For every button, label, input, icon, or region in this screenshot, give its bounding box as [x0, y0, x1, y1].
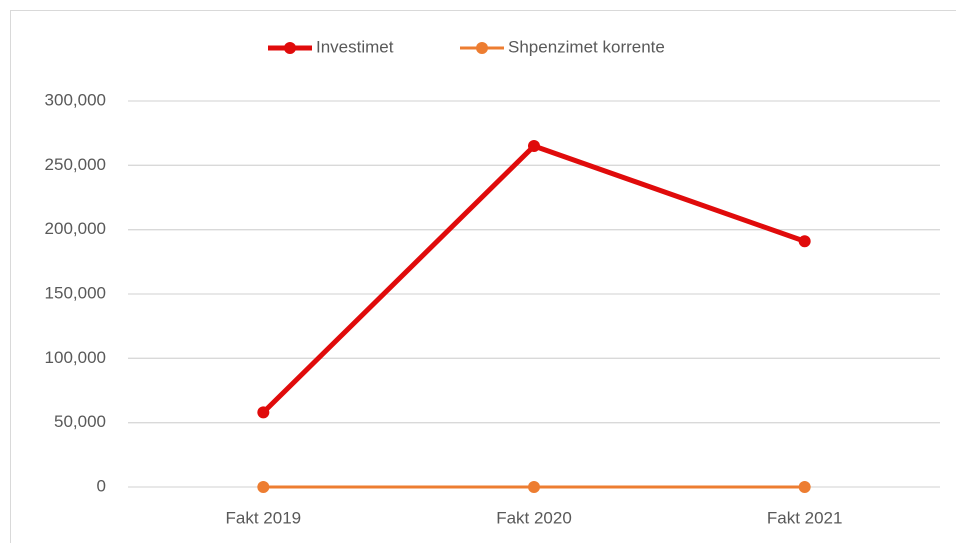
x-tick-label: Fakt 2019 [226, 508, 302, 527]
y-tick-label: 0 [97, 476, 106, 495]
x-tick-label: Fakt 2021 [767, 508, 843, 527]
series-marker [257, 481, 270, 493]
y-tick-label: 50,000 [54, 412, 106, 431]
series-marker [798, 481, 811, 493]
series-marker [798, 235, 811, 248]
series-marker [257, 406, 270, 419]
series-marker [528, 140, 540, 153]
legend-label: Shpenzimet korrente [508, 37, 665, 56]
legend-label: Investimet [316, 37, 394, 56]
series-marker [528, 481, 540, 493]
y-tick-label: 300,000 [45, 90, 106, 109]
legend-marker [476, 42, 488, 54]
y-tick-label: 250,000 [45, 155, 106, 174]
y-tick-label: 200,000 [45, 219, 106, 238]
x-tick-label: Fakt 2020 [496, 508, 572, 527]
y-tick-label: 100,000 [45, 348, 106, 367]
legend-marker [284, 42, 296, 54]
chart-frame [10, 10, 956, 543]
y-tick-label: 150,000 [45, 283, 106, 302]
